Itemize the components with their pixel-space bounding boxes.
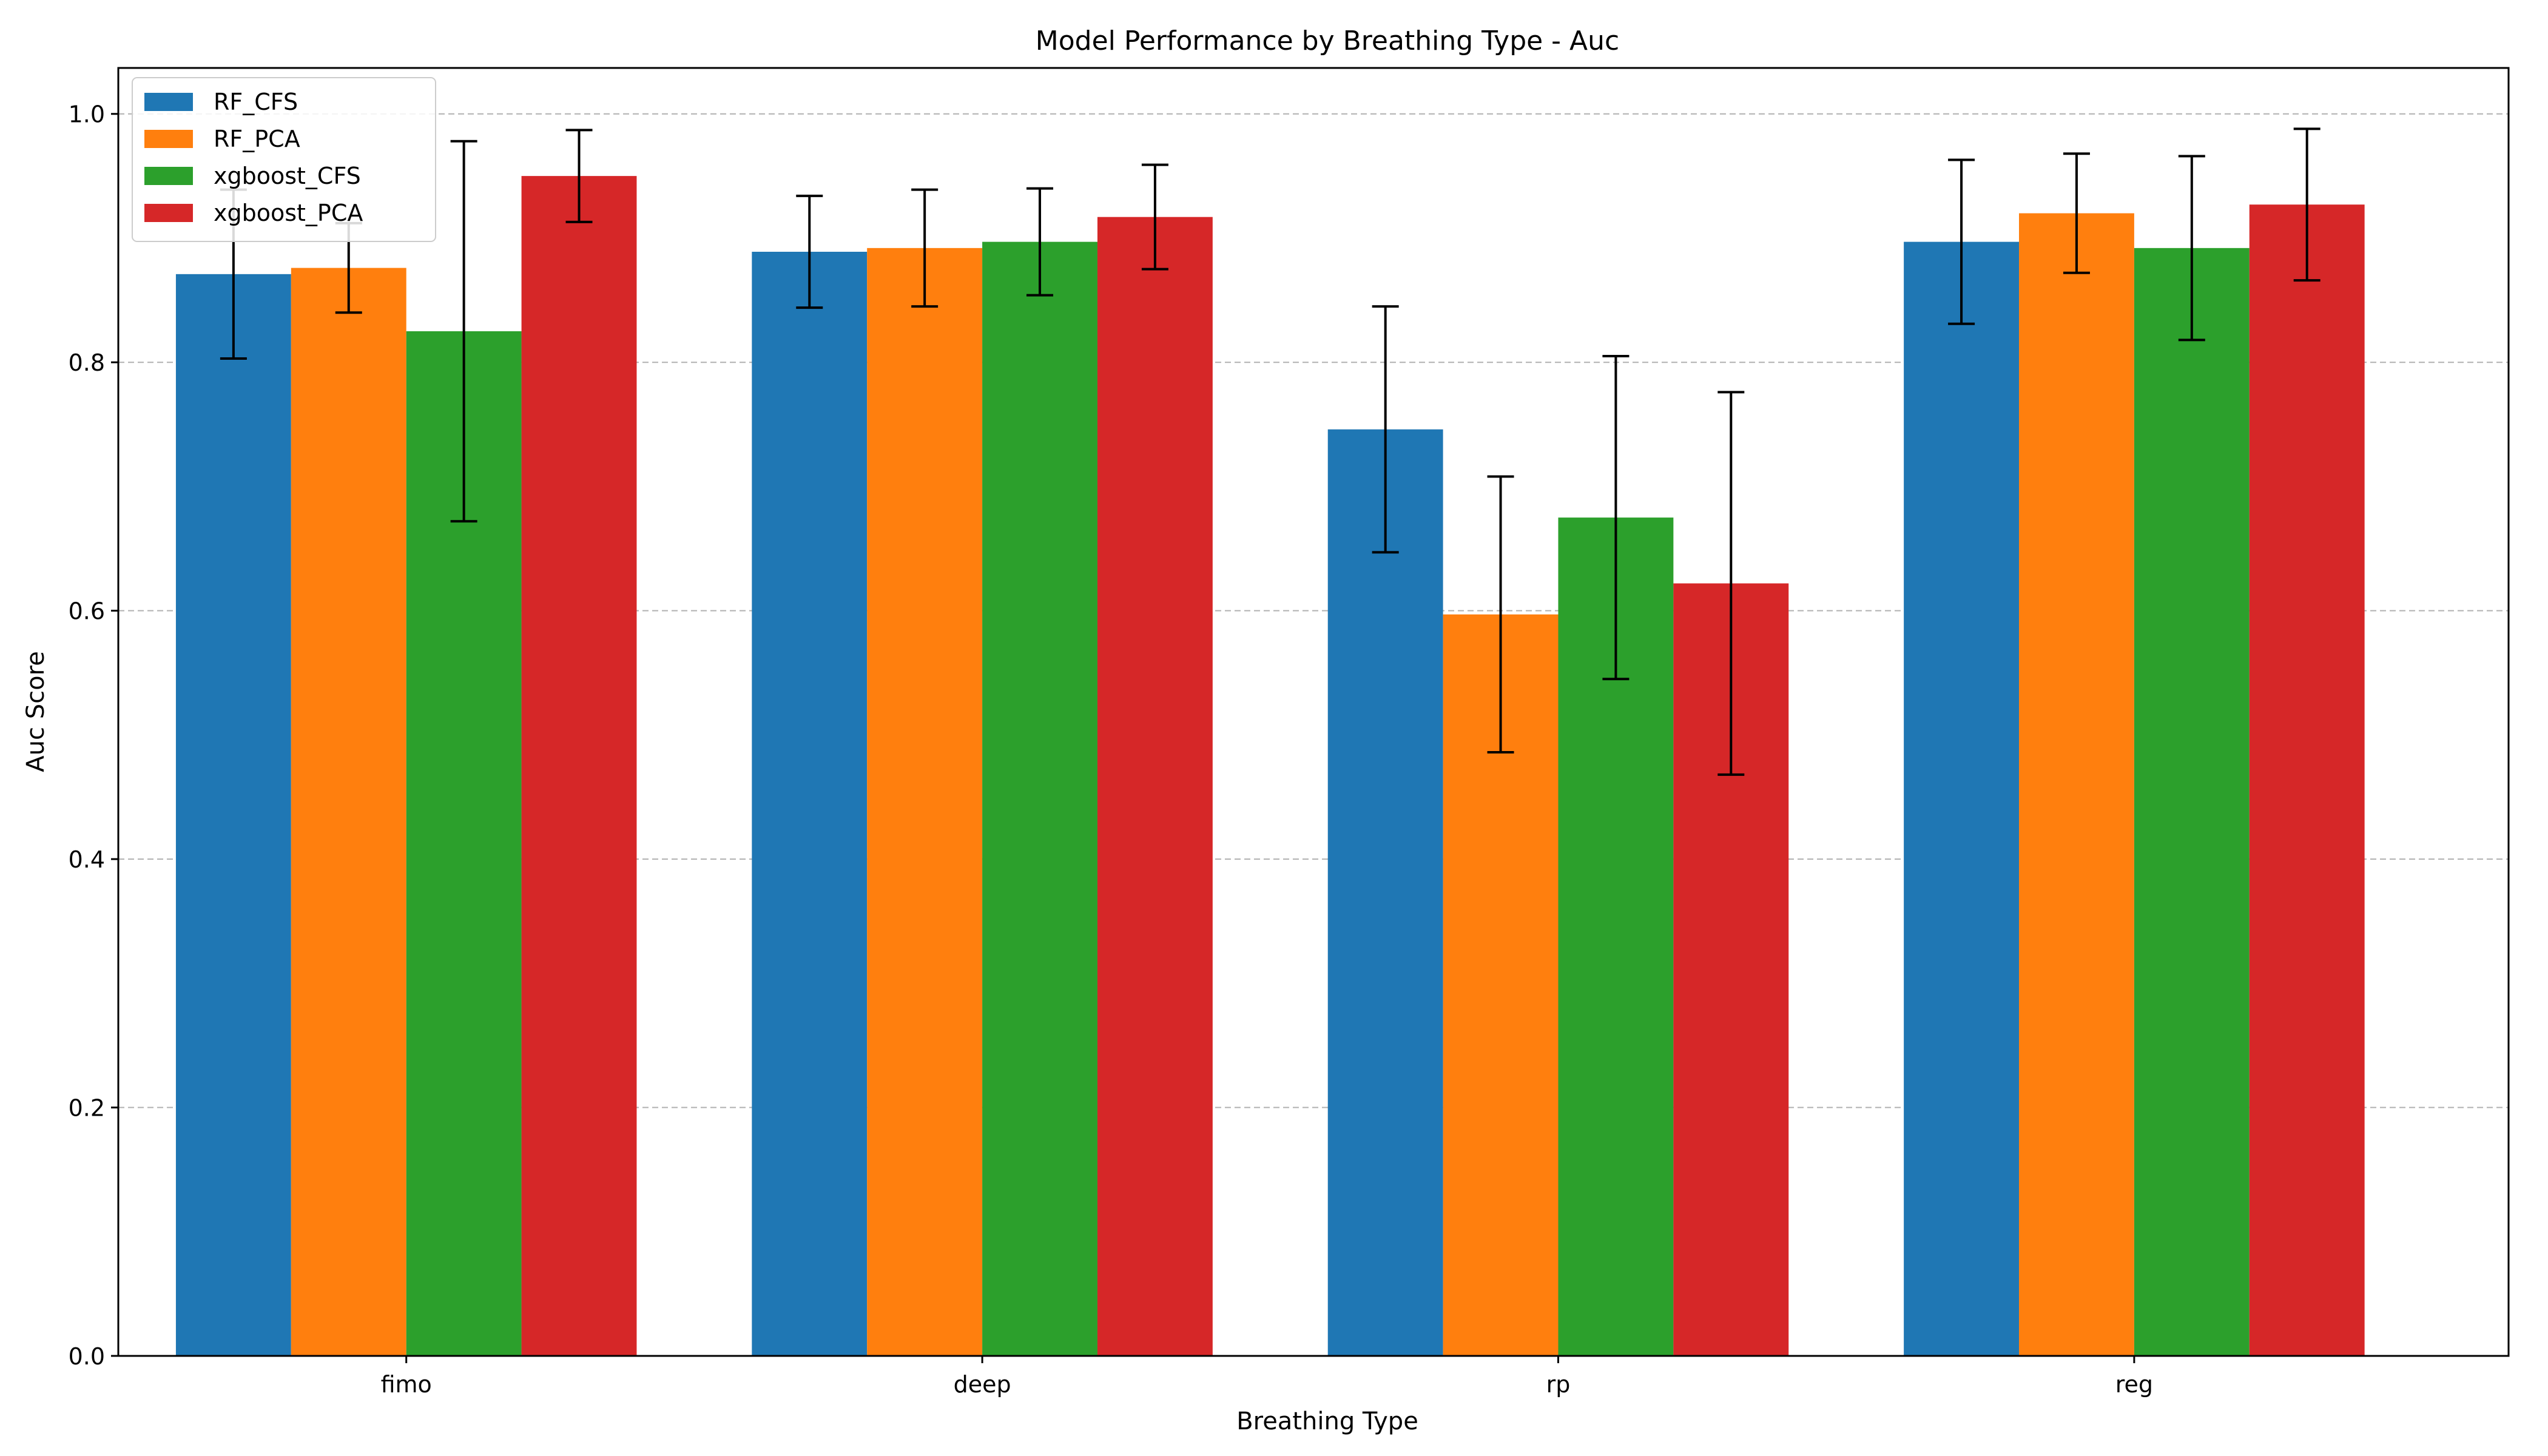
y-axis: 0.0 0.2 0.4 0.6 0.8 1.0 [69, 101, 118, 1370]
bar-xgboost_PCA-reg [2249, 204, 2365, 1356]
x-axis: fimo deep rp reg [381, 1356, 2153, 1398]
legend-label-xgboost_CFS: xgboost_CFS [214, 163, 361, 189]
bar-RF_PCA-deep [867, 248, 983, 1356]
legend-label-RF_CFS: RF_CFS [214, 89, 298, 115]
bar-xgboost_CFS-deep [982, 241, 1097, 1356]
legend-box [132, 77, 436, 242]
legend-label-xgboost_PCA: xgboost_PCA [214, 200, 363, 226]
x-tick-label: reg [2115, 1371, 2153, 1398]
legend-label-RF_PCA: RF_PCA [214, 126, 300, 152]
y-tick-label: 1.0 [69, 101, 105, 128]
bar-RF_CFS-reg [1904, 241, 2020, 1356]
y-tick-label: 0.0 [69, 1343, 105, 1370]
x-tick-label: rp [1546, 1371, 1571, 1398]
y-axis-label: Auc Score [22, 651, 50, 772]
plot-frame [117, 67, 2510, 1357]
bar-xgboost_CFS-reg [2134, 248, 2250, 1356]
bar-RF_CFS-rp [1327, 429, 1443, 1356]
error-bars [220, 127, 2320, 776]
y-tick-label: 0.4 [69, 846, 105, 873]
bar-RF_PCA-fimo [291, 268, 406, 1356]
legend-swatch-RF_CFS [144, 93, 193, 111]
bar-RF_CFS-deep [752, 251, 868, 1356]
x-axis-label: Breathing Type [1236, 1407, 1418, 1435]
x-tick-label: deep [954, 1371, 1011, 1398]
bars [175, 176, 2365, 1357]
legend-swatch-xgboost_CFS [144, 167, 193, 185]
chart-title: Model Performance by Breathing Type - Au… [1036, 25, 1619, 56]
bar-RF_CFS-fimo [175, 274, 291, 1357]
legend: RF_CFS RF_PCA xgboost_CFS xgboost_PCA [132, 77, 436, 242]
x-tick-label: fimo [381, 1371, 432, 1398]
bar-xgboost_PCA-fimo [521, 176, 637, 1357]
y-tick-label: 0.6 [69, 598, 105, 625]
bar-xgboost_PCA-deep [1097, 217, 1213, 1357]
y-tick-label: 0.2 [69, 1095, 105, 1122]
legend-swatch-RF_PCA [144, 130, 193, 148]
bar-RF_PCA-reg [2019, 213, 2134, 1356]
y-tick-label: 0.8 [69, 349, 105, 376]
legend-swatch-xgboost_PCA [144, 204, 193, 222]
